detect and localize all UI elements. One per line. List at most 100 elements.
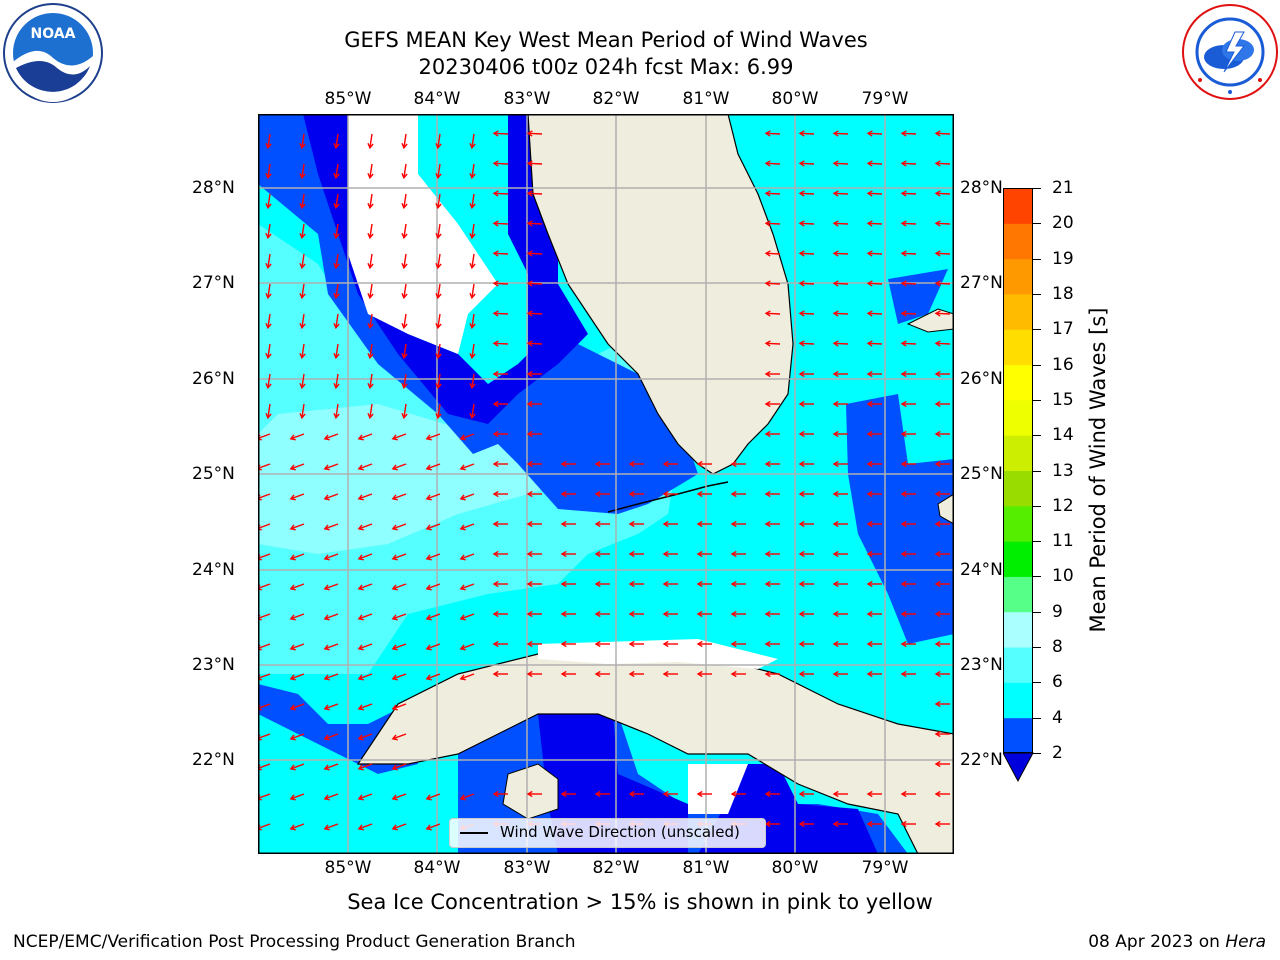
colorbar-tick-mark (1033, 399, 1041, 401)
wind-wave-arrow (460, 793, 475, 800)
colorbar-tick-mark (1033, 435, 1041, 437)
wind-wave-arrowhead (357, 674, 364, 681)
wind-wave-arrowhead (435, 142, 442, 150)
wind-wave-arrowhead (265, 202, 272, 210)
wind-wave-arrow (799, 282, 815, 285)
wind-wave-arrowhead (798, 820, 805, 828)
wind-wave-arrowhead (934, 670, 941, 678)
wind-wave-arrowhead (628, 790, 635, 798)
wind-wave-arrowhead (696, 490, 703, 498)
wind-wave-arrowhead (526, 610, 533, 618)
colorbar-tick-mark (1033, 753, 1041, 754)
wind-wave-arrowhead (367, 352, 374, 360)
lon-tick-top: 82°W (592, 89, 640, 109)
colorbar-cell (1003, 399, 1033, 436)
wind-wave-arrowhead (391, 704, 398, 711)
wind-wave-arrow (426, 613, 441, 620)
wind-wave-arrowhead (764, 610, 771, 618)
wind-wave-arrowhead (696, 670, 703, 678)
lon-tick-bottom: 84°W (413, 858, 461, 878)
wind-wave-arrow (493, 222, 509, 225)
wind-wave-arrowhead (367, 322, 374, 330)
wind-wave-arrowhead (560, 670, 567, 678)
wind-wave-arrowhead (526, 580, 533, 588)
wind-wave-arrow (867, 132, 883, 135)
wind-wave-arrow (437, 283, 441, 298)
wind-wave-arrow (426, 463, 441, 470)
wind-wave-arrowhead (435, 382, 442, 390)
wind-wave-arrowhead (934, 700, 941, 708)
wind-wave-arrow (460, 463, 475, 470)
wind-wave-arrowhead (764, 580, 771, 588)
wind-wave-arrowhead (435, 232, 442, 240)
wind-wave-arrow (301, 283, 305, 298)
wind-wave-arrow (471, 253, 475, 268)
wind-wave-arrowhead (594, 580, 601, 588)
wind-wave-arrowhead (435, 412, 442, 420)
wind-wave-arrow (901, 282, 917, 285)
wind-wave-arrow (392, 613, 407, 620)
wind-wave-arrow (358, 613, 373, 620)
wind-wave-arrowhead (435, 262, 442, 270)
wind-wave-arrowhead (798, 130, 805, 137)
wind-wave-arrow (267, 223, 271, 238)
wind-wave-arrowhead (469, 352, 476, 360)
wind-wave-arrowhead (323, 674, 330, 681)
wind-wave-arrow (358, 553, 373, 560)
colorbar-cell (1003, 435, 1033, 471)
colorbar-tick-mark (1033, 223, 1041, 225)
wind-wave-arrowhead (367, 412, 374, 420)
wind-wave-arrowhead (289, 644, 296, 651)
colorbar-cell (1003, 541, 1033, 577)
wind-wave-arrowhead (900, 670, 907, 678)
wind-wave-arrowhead (333, 202, 340, 210)
wind-wave-arrowhead (594, 610, 601, 618)
wind-wave-arrow (867, 312, 883, 315)
wind-wave-arrowhead (435, 292, 442, 300)
wind-wave-arrow (833, 342, 849, 345)
wind-wave-arrowhead (391, 494, 398, 501)
lat-tick-left: 23°N (192, 655, 235, 675)
wind-wave-arrowhead (526, 400, 533, 408)
colorbar-tick-mark (1033, 188, 1041, 189)
wind-wave-arrow (392, 433, 407, 440)
wind-wave-arrowhead (560, 580, 567, 588)
wind-wave-arrow (403, 373, 407, 388)
wind-wave-arrowhead (401, 262, 408, 270)
wind-wave-arrow (403, 253, 407, 268)
wind-wave-arrowhead (764, 340, 771, 347)
wind-wave-arrow (301, 223, 305, 238)
wind-wave-arrowhead (391, 674, 398, 681)
wind-wave-arrowhead (492, 520, 499, 528)
legend-line-icon (460, 832, 488, 834)
wind-wave-arrowhead (526, 220, 533, 227)
colorbar-tick-label: 16 (1052, 354, 1074, 375)
wind-wave-arrow (403, 193, 407, 208)
wind-wave-arrow (403, 403, 407, 418)
wind-wave-arrowhead (798, 220, 805, 227)
wind-wave-arrow (833, 162, 849, 165)
wind-wave-arrow (301, 253, 305, 268)
wind-wave-arrowhead (934, 760, 941, 768)
wind-wave-arrowhead (628, 670, 635, 678)
colorbar-tick-label: 4 (1052, 707, 1063, 728)
colorbar-tick-mark (1033, 717, 1041, 719)
colorbar-tick-label: 13 (1052, 460, 1074, 481)
lon-tick-top: 83°W (503, 89, 551, 109)
wind-wave-arrowhead (289, 824, 296, 831)
masked-area (348, 114, 498, 354)
wind-wave-arrowhead (696, 580, 703, 588)
wind-wave-arrowhead (492, 400, 499, 408)
wind-wave-arrowhead (323, 734, 330, 741)
wind-wave-arrowhead (866, 490, 873, 498)
wind-wave-arrowhead (526, 430, 533, 438)
wind-wave-arrowhead (764, 790, 771, 798)
wind-wave-arrowhead (526, 670, 533, 678)
wind-wave-arrow (493, 162, 509, 165)
wind-wave-arrow (935, 312, 951, 315)
wind-wave-arrowhead (391, 794, 398, 801)
wind-wave-arrow (799, 342, 815, 345)
wind-wave-arrowhead (798, 250, 805, 257)
wind-wave-arrowhead (459, 554, 466, 561)
wind-wave-arrowhead (764, 250, 771, 257)
